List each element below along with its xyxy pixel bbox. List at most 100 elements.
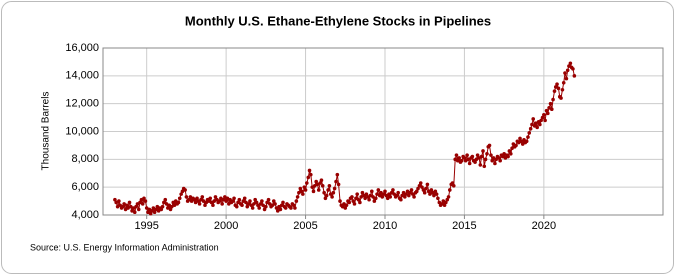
data-point <box>370 189 374 194</box>
data-point <box>260 199 264 203</box>
y-tick-label: 6,000 <box>71 181 99 193</box>
data-point <box>266 197 271 202</box>
data-point <box>448 188 452 192</box>
data-point <box>364 192 369 196</box>
data-point <box>493 161 497 166</box>
data-point <box>221 197 226 202</box>
data-point <box>308 172 313 177</box>
data-point <box>375 192 379 196</box>
data-point <box>510 146 514 150</box>
data-point <box>275 209 280 213</box>
data-point <box>376 188 381 192</box>
data-point <box>360 190 365 195</box>
data-point <box>125 203 129 208</box>
data-point <box>528 126 533 131</box>
data-point <box>434 192 439 196</box>
data-point <box>463 158 468 163</box>
data-point <box>177 196 182 201</box>
data-point <box>241 199 246 203</box>
data-point <box>454 153 459 157</box>
data-point <box>445 197 450 202</box>
data-point <box>236 200 240 205</box>
data-point <box>534 121 538 125</box>
data-point <box>245 204 250 209</box>
data-point <box>553 85 558 89</box>
data-point <box>134 204 138 209</box>
data-point <box>148 211 153 216</box>
data-point <box>428 192 432 196</box>
data-point <box>253 197 257 202</box>
data-point <box>487 143 492 148</box>
data-point <box>483 157 488 162</box>
data-point <box>391 188 395 192</box>
data-point <box>262 207 267 212</box>
data-point <box>527 131 532 135</box>
data-point <box>356 197 361 202</box>
source-note: Source: U.S. Energy Information Administ… <box>30 242 219 252</box>
data-point <box>544 108 549 113</box>
data-point <box>555 82 559 86</box>
data-point <box>323 196 328 201</box>
data-point <box>166 206 170 210</box>
data-point <box>571 67 575 71</box>
data-point <box>189 199 194 203</box>
data-point <box>311 189 316 194</box>
data-point <box>331 190 336 195</box>
data-point <box>352 202 357 206</box>
data-point <box>351 199 356 203</box>
data-point <box>407 193 411 198</box>
data-point <box>519 139 524 144</box>
data-point <box>482 164 487 169</box>
data-point <box>176 200 181 205</box>
data-point <box>350 195 354 199</box>
data-point <box>490 158 495 163</box>
data-point <box>451 183 456 188</box>
data-point <box>563 71 567 75</box>
data-point <box>150 209 154 213</box>
data-point <box>440 202 444 206</box>
data-point <box>556 86 561 91</box>
data-point <box>506 154 510 159</box>
data-point <box>359 195 363 199</box>
data-point <box>136 207 141 212</box>
data-point <box>265 200 269 205</box>
data-point <box>250 206 255 210</box>
data-point <box>343 206 348 210</box>
data-point <box>412 195 416 199</box>
data-point <box>144 206 149 210</box>
plot-area <box>102 47 664 216</box>
data-point <box>509 151 513 156</box>
data-point <box>257 206 261 210</box>
data-point <box>154 207 158 212</box>
data-point <box>254 200 259 205</box>
data-point <box>160 204 165 209</box>
data-point <box>530 122 534 127</box>
data-point <box>543 118 547 123</box>
data-point <box>156 209 161 213</box>
data-point <box>195 196 199 201</box>
data-point <box>163 197 168 202</box>
data-point <box>188 195 193 199</box>
data-point <box>330 195 334 199</box>
data-point <box>538 122 542 127</box>
data-point <box>327 183 332 188</box>
data-point <box>320 183 325 188</box>
y-tick-label: 12,000 <box>65 98 99 110</box>
data-point <box>514 143 518 148</box>
data-point <box>256 203 260 208</box>
data-point <box>546 111 550 116</box>
data-point <box>552 89 557 93</box>
data-point <box>518 136 522 141</box>
data-point <box>531 117 536 121</box>
data-point <box>363 196 367 201</box>
data-point <box>507 149 512 153</box>
data-point <box>306 175 311 180</box>
x-tick-label: 2000 <box>214 220 238 232</box>
data-point <box>416 186 420 191</box>
data-point <box>335 172 340 177</box>
data-point <box>489 153 493 157</box>
data-point <box>193 200 198 205</box>
data-point <box>338 199 342 203</box>
data-point <box>383 189 387 194</box>
data-point <box>395 193 399 198</box>
